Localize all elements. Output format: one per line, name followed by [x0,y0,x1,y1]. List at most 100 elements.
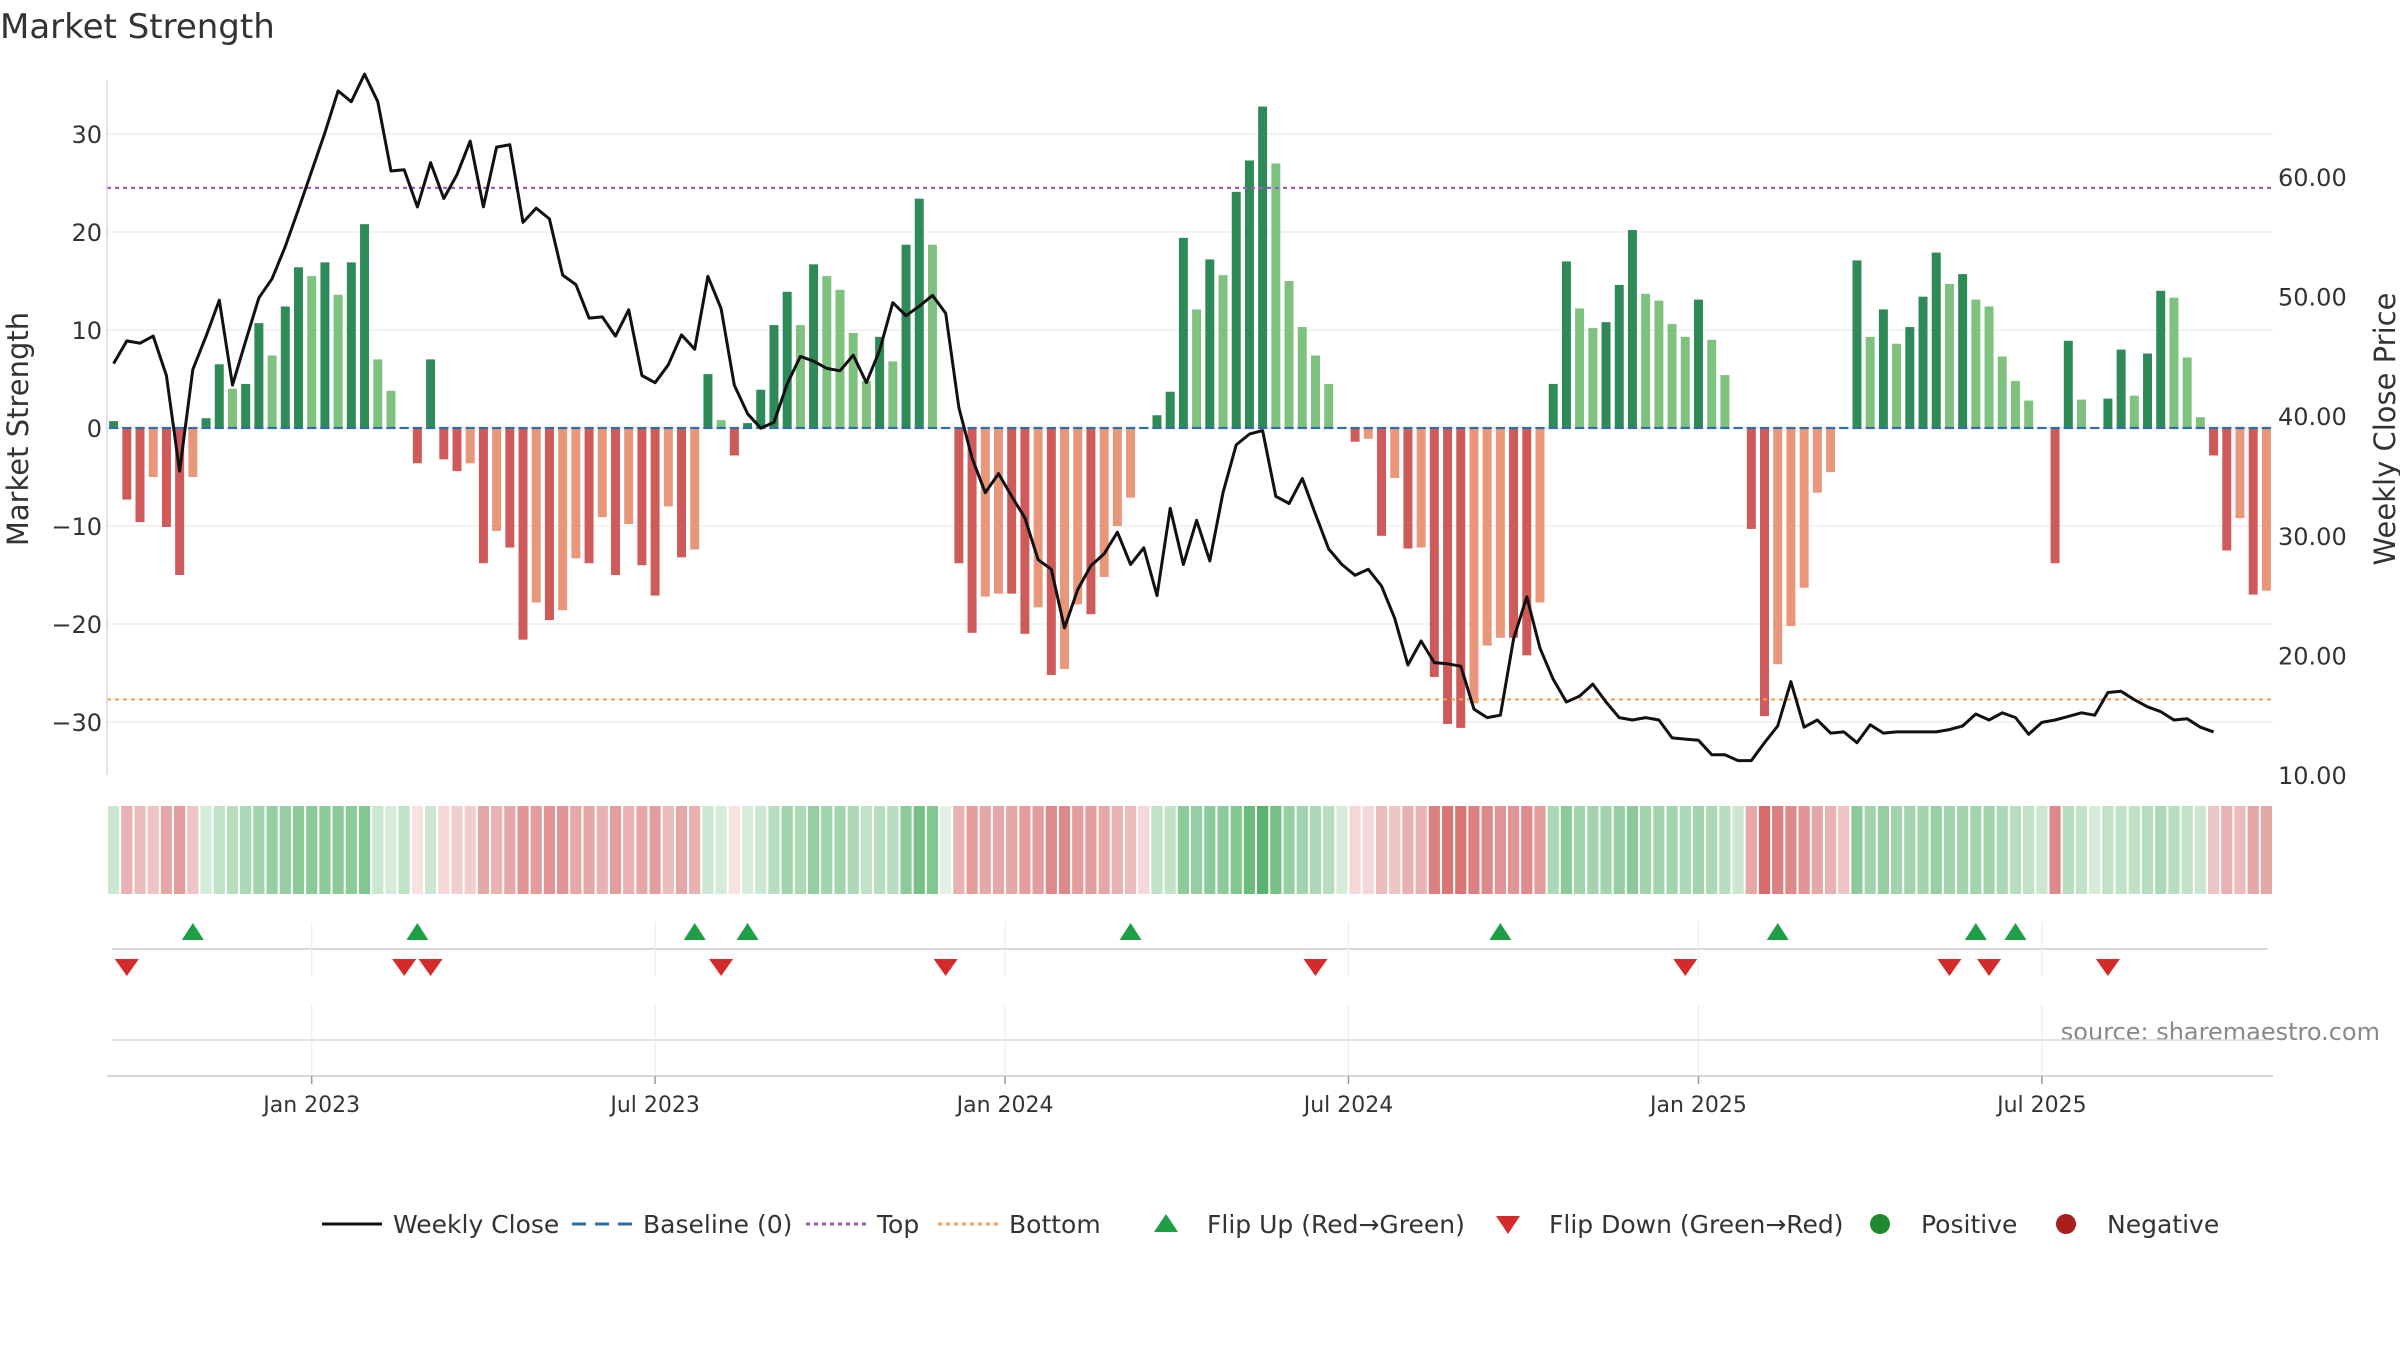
strength-bar [1944,283,1954,428]
strength-strip-cell [1072,806,1084,894]
strength-bar [822,276,832,428]
left-tick-label: −30 [51,709,102,737]
strength-strip-cell [134,806,146,894]
strength-strip-cell [306,806,318,894]
strength-bar [1984,306,1994,428]
strength-bar [1271,163,1281,428]
strength-bar [861,380,871,428]
strength-strip-cell [1851,806,1863,894]
strength-bar [1429,428,1439,677]
strength-strip-cell [1468,806,1480,894]
strength-strip-cell [1943,806,1956,894]
strength-bar [1020,428,1030,634]
strength-strip-cell [372,806,384,894]
strength-bar [2103,398,2113,428]
strength-bar [1469,428,1479,704]
x-tick-label: Jan 2025 [1648,1093,1747,1118]
weekly-close-line [112,72,2215,763]
strength-bar [1641,293,1651,428]
strength-strip-cell [821,806,833,894]
strength-strip-cell [1613,806,1625,894]
strength-strip-cell [1032,806,1044,894]
flip-up-marker [1119,923,1142,940]
flip-down-marker [114,959,139,976]
left-tick-label: 10 [71,317,102,345]
strength-strip-cell [1811,806,1823,894]
strength-bar [2063,340,2073,428]
strength-bar [716,420,726,428]
strength-bar [2248,428,2258,595]
strength-strip-cell [1653,806,1665,894]
strength-bar [1826,428,1836,473]
x-tick-label: Jul 2025 [1995,1093,2087,1118]
strength-bar [663,428,673,507]
strength-strip-cell [398,806,410,894]
strength-strip-cell [1758,806,1771,894]
strength-bar [1905,327,1915,428]
strength-bar [967,428,977,633]
strength-bar [1931,252,1941,428]
strength-strip-cell [662,806,674,894]
strength-bar [201,418,211,428]
legend-label: Negative [2107,1210,2219,1239]
strength-bar [901,244,911,428]
strength-bar [703,374,713,428]
strength-bar [280,306,290,428]
strength-strip-cell [1323,806,1335,894]
strength-strip-cell [266,806,278,894]
strength-strip-cell [940,806,952,894]
strength-strip-cell [913,806,925,894]
strength-bar [544,428,554,621]
legend-label: Weekly Close [393,1210,559,1239]
strength-bar [2261,428,2271,591]
strength-strip-cell [332,806,344,894]
strength-bar [980,428,990,597]
strength-strip-cell [1045,806,1057,894]
strength-strip-cell [1058,806,1071,894]
strength-bar [914,198,924,428]
strength-strip-cell [2023,806,2035,894]
strength-strip-cell [174,806,186,894]
strength-strip-cell [504,806,516,894]
strength-strip-cell [1494,806,1506,894]
right-tick-label: 60.00 [2278,164,2347,192]
strength-strip-cell [1970,806,1982,894]
strength-strip-cell [966,806,978,894]
strength-strip-cell [2009,806,2022,894]
strength-bar [1231,191,1241,428]
strength-bar [1667,324,1677,428]
strength-bar [1773,428,1783,665]
strength-strip-cell [1574,806,1586,894]
strength-bar [1495,428,1505,638]
legend-circle-icon [1870,1214,1890,1234]
strength-bar [650,428,660,596]
strength-bar [1192,309,1202,428]
strength-strip-cell [385,806,397,894]
strength-bar [161,428,171,527]
strength-bar [531,428,541,603]
strength-strip-cell [860,806,873,894]
strength-bar [1073,428,1083,605]
strength-bar [294,267,303,428]
strength-strip-cell [253,806,265,894]
strength-bar [558,428,568,611]
strength-bar [1654,300,1664,428]
strength-bar [2195,417,2205,428]
strength-strip-cell [741,806,754,894]
strength-strip-cell [1785,806,1797,894]
strength-bar [2222,428,2232,551]
right-tick-label: 50.00 [2278,284,2347,312]
strength-strip-cell [2221,806,2233,894]
strength-strip-cell [1917,806,1929,894]
strength-bar [227,388,237,428]
strength-strip-cell [2075,806,2088,894]
strength-bar [1416,428,1426,548]
strength-bar [346,262,356,428]
strength-bar [1126,428,1136,498]
strength-bar [1218,275,1228,428]
strength-strip-cell [2260,806,2272,894]
right-tick-label: 10.00 [2278,762,2347,790]
strength-bar [426,359,436,428]
strength-bar [1443,428,1453,724]
x-tick-label: Jul 2024 [1302,1093,1394,1118]
